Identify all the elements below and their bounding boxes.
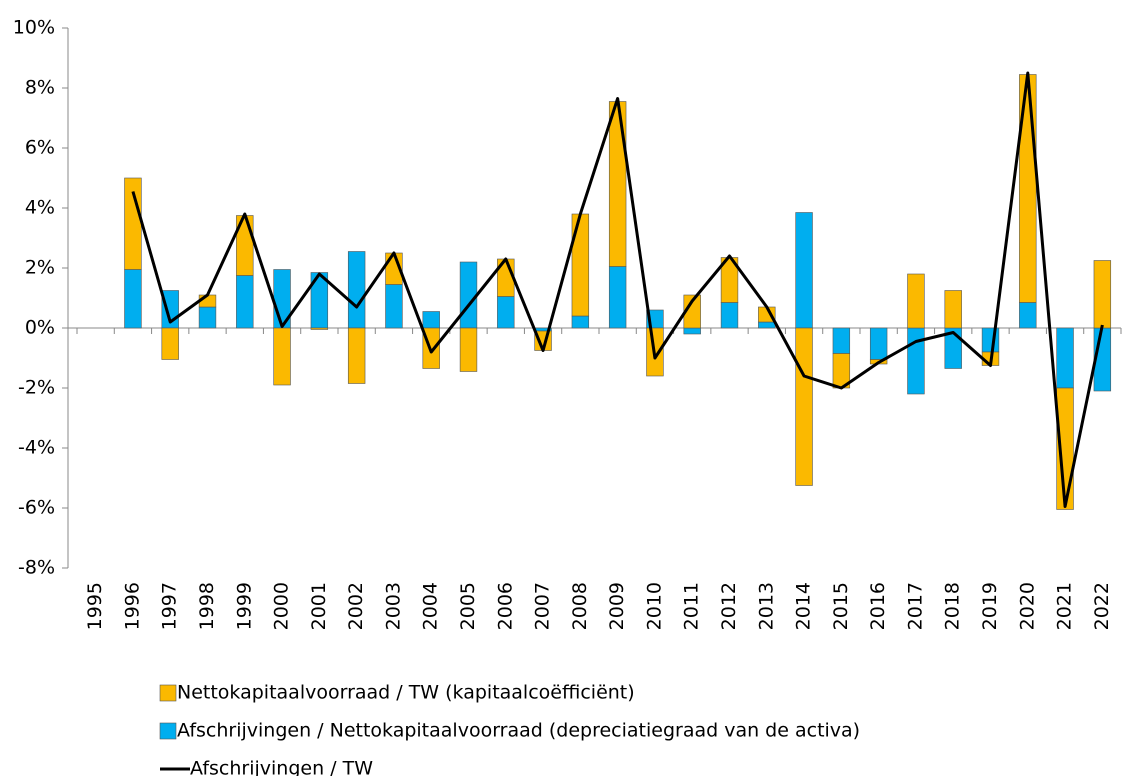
bar	[907, 327, 925, 395]
legend-label: Afschrijvingen / Nettokapitaalvoorraad (…	[177, 720, 860, 742]
x-tick-label: 2017	[904, 582, 926, 630]
x-tick-label: 2001	[308, 582, 330, 630]
y-tick-label: 10%	[13, 17, 55, 39]
x-tick-label: 2009	[606, 582, 628, 630]
x-tick-label: 2006	[494, 582, 516, 630]
bar	[832, 327, 851, 354]
bar	[236, 275, 254, 329]
line	[131, 71, 1104, 508]
x-tick-label: 2002	[345, 582, 367, 630]
bar	[981, 327, 1000, 353]
y-tick-label: -4%	[18, 437, 55, 459]
bar	[198, 306, 217, 329]
x-tick-label: 2020	[1016, 582, 1038, 630]
bar	[608, 101, 627, 267]
y-tick-label: 8%	[25, 77, 55, 99]
bar	[124, 269, 142, 329]
bar	[869, 327, 888, 360]
legend-label: Afschrijvingen / TW	[190, 758, 373, 777]
bar	[795, 327, 813, 486]
x-tick-label: 1998	[196, 582, 218, 630]
bar	[720, 302, 739, 329]
bar	[310, 327, 329, 330]
bar	[571, 213, 590, 317]
x-tick-label: 1996	[121, 582, 143, 630]
legend-swatch	[159, 684, 177, 702]
bar	[907, 273, 925, 329]
y-tick-label: 0%	[25, 317, 55, 339]
x-tick-label: 2011	[681, 582, 703, 630]
y-tick-label: 2%	[25, 257, 55, 279]
y-tick-label: 4%	[25, 197, 55, 219]
x-tick-label: 2022	[1091, 582, 1113, 630]
x-tick-label: 2015	[830, 582, 852, 630]
x-tick-label: 2012	[718, 582, 740, 630]
bar	[1056, 327, 1074, 389]
bar	[758, 321, 776, 329]
bar	[944, 290, 962, 329]
x-tick-label: 2003	[382, 582, 404, 630]
legend-label: Nettokapitaalvoorraad / TW (kapitaalcoëf…	[177, 682, 635, 704]
x-tick-label: 2019	[979, 582, 1001, 630]
bar	[385, 284, 403, 329]
bar	[347, 251, 366, 329]
bar	[608, 266, 627, 329]
y-tick-label: -8%	[18, 557, 55, 579]
x-tick-label: 2007	[532, 582, 554, 630]
x-tick-label: 2016	[867, 582, 889, 630]
bar	[347, 327, 366, 384]
bar	[571, 315, 590, 329]
bar	[1019, 302, 1037, 329]
bar	[1093, 260, 1112, 329]
y-tick-label: 6%	[25, 137, 55, 159]
bar	[273, 327, 291, 386]
bar	[459, 261, 478, 329]
x-tick-label: 1997	[159, 582, 181, 630]
x-tick-label: 1995	[84, 582, 106, 630]
y-tick-label: -6%	[18, 497, 55, 519]
bar	[459, 327, 478, 372]
x-tick-label: 2005	[457, 582, 479, 630]
x-tick-label: 2000	[271, 582, 293, 630]
bar	[422, 311, 440, 329]
x-tick-label: 2018	[942, 582, 964, 630]
legend-swatch	[159, 722, 177, 740]
x-tick-label: 2013	[755, 582, 777, 630]
bar	[795, 212, 813, 329]
x-tick-label: 1999	[233, 582, 255, 630]
bar	[497, 296, 515, 329]
x-tick-label: 2008	[569, 582, 591, 630]
x-tick-label: 2010	[643, 582, 665, 630]
bar	[683, 327, 701, 335]
x-tick-label: 2014	[793, 582, 815, 630]
x-tick-label: 2004	[420, 582, 442, 630]
y-tick-label: -2%	[18, 377, 55, 399]
x-tick-label: 2021	[1054, 582, 1076, 630]
bar	[161, 327, 179, 360]
